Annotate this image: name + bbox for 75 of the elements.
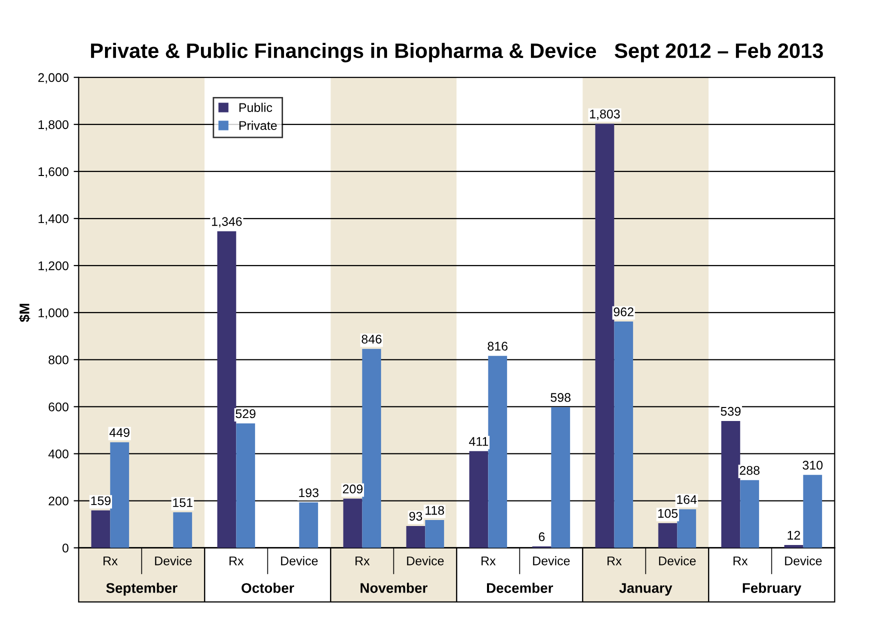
data-label: 193: [299, 488, 318, 498]
data-label: 310: [802, 460, 823, 470]
x-tick-label: Device: [155, 556, 192, 566]
y-axis-title: $M: [18, 304, 30, 322]
bar: [173, 512, 192, 548]
legend-label: Private: [239, 120, 277, 130]
bar: [299, 502, 318, 548]
text: October: [242, 582, 294, 593]
text: January: [619, 583, 672, 596]
text: February: [742, 582, 802, 596]
x-tick-label: Device: [785, 556, 822, 566]
data-label: 846: [362, 334, 382, 344]
y-tick-label: 1,800: [38, 120, 68, 131]
y-tick-label: 1,400: [38, 214, 68, 225]
x-tick-label: Rx: [104, 556, 118, 566]
data-label: 816: [488, 342, 508, 351]
data-label: 449: [109, 428, 130, 437]
bar: [362, 348, 382, 548]
data-label: 209: [342, 484, 363, 494]
x-tick-label: Device: [281, 556, 318, 566]
y-tick-label: 1,200: [38, 261, 68, 272]
x-tick-label: Rx: [230, 556, 244, 566]
text: September: [106, 582, 178, 596]
y-tick-label: 0: [62, 544, 68, 552]
data-label: 1,346: [212, 217, 242, 228]
x-tick-label: Rx: [482, 556, 496, 566]
bar: [110, 442, 130, 548]
data-label: 159: [91, 496, 111, 506]
data-label: 539: [720, 406, 741, 416]
chart-title: Private & Public Financings in Biopharma & Device Sept 2012 – Feb 2013: [91, 42, 823, 62]
bar: [677, 509, 696, 548]
data-label: 93: [409, 512, 422, 521]
y-tick-label: 200: [48, 496, 68, 506]
legend-label: Public: [239, 102, 272, 112]
data-label: 962: [614, 307, 634, 316]
x-tick-label: Device: [407, 556, 444, 566]
data-label: 12: [788, 530, 800, 540]
data-label: 164: [677, 495, 697, 504]
bar: [217, 231, 236, 548]
bar: [658, 523, 678, 548]
y-tick-label: 1,600: [38, 167, 68, 178]
bar: [488, 356, 508, 548]
bar: [406, 526, 426, 548]
data-label: 529: [236, 409, 256, 418]
text: December: [487, 582, 554, 593]
y-tick-label: 600: [48, 402, 68, 412]
bar: [236, 423, 256, 548]
data-label: 288: [740, 466, 760, 475]
bar: [425, 520, 444, 548]
bar: [551, 407, 570, 548]
data-label: 105: [658, 509, 678, 518]
bar: [343, 498, 362, 548]
data-label: 6: [538, 532, 545, 542]
x-tick-label: Device: [659, 556, 696, 566]
bar: [803, 474, 822, 548]
bar: [721, 421, 740, 548]
bar: [91, 510, 110, 548]
bar: [614, 322, 634, 548]
bar: [469, 451, 488, 548]
bar: [740, 480, 760, 548]
x-tick-label: Rx: [608, 556, 622, 566]
x-tick-label: Rx: [356, 556, 370, 566]
y-tick-label: 2,000: [38, 73, 68, 84]
data-label: 411: [469, 437, 488, 446]
data-label: 151: [173, 498, 192, 508]
data-label: 598: [550, 393, 570, 402]
bar: [595, 124, 614, 548]
y-tick-label: 1,000: [38, 308, 68, 319]
y-tick-label: 400: [48, 450, 68, 458]
data-label: 118: [426, 506, 444, 515]
x-tick-label: Rx: [734, 556, 748, 566]
data-label: 1,803: [590, 110, 620, 120]
text: November: [360, 582, 428, 593]
x-tick-label: Device: [533, 556, 570, 566]
y-tick-label: 800: [48, 355, 68, 364]
